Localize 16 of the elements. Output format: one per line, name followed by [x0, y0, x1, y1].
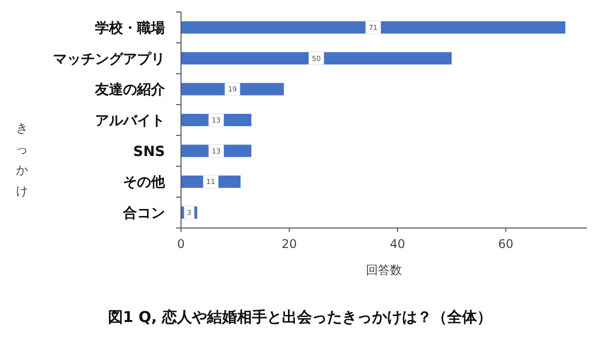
x-tick-label: 40 [390, 237, 406, 251]
x-tick-label: 60 [498, 237, 514, 251]
bar [181, 21, 566, 34]
y-tick-label: 友達の紹介 [94, 82, 166, 98]
y-tick-label: SNS [133, 144, 165, 160]
y-tick-label: 合コン [122, 206, 165, 222]
x-tick-label: 0 [177, 237, 185, 251]
y-tick-label: 学校・職場 [95, 19, 165, 36]
y-tick-label: アルバイト [95, 113, 165, 129]
text: 図1 Q, 恋人や結婚相手と出会ったきっかけは？（全体） [108, 308, 492, 326]
y-tick-label: その他 [123, 174, 166, 191]
x-axis-title: 回答数 [366, 263, 402, 277]
y-axis-title: きっかけ [16, 121, 28, 198]
x-tick-label: 20 [282, 237, 297, 251]
bar [181, 52, 452, 64]
y-tick-label: マッチングアプリ [53, 50, 165, 68]
